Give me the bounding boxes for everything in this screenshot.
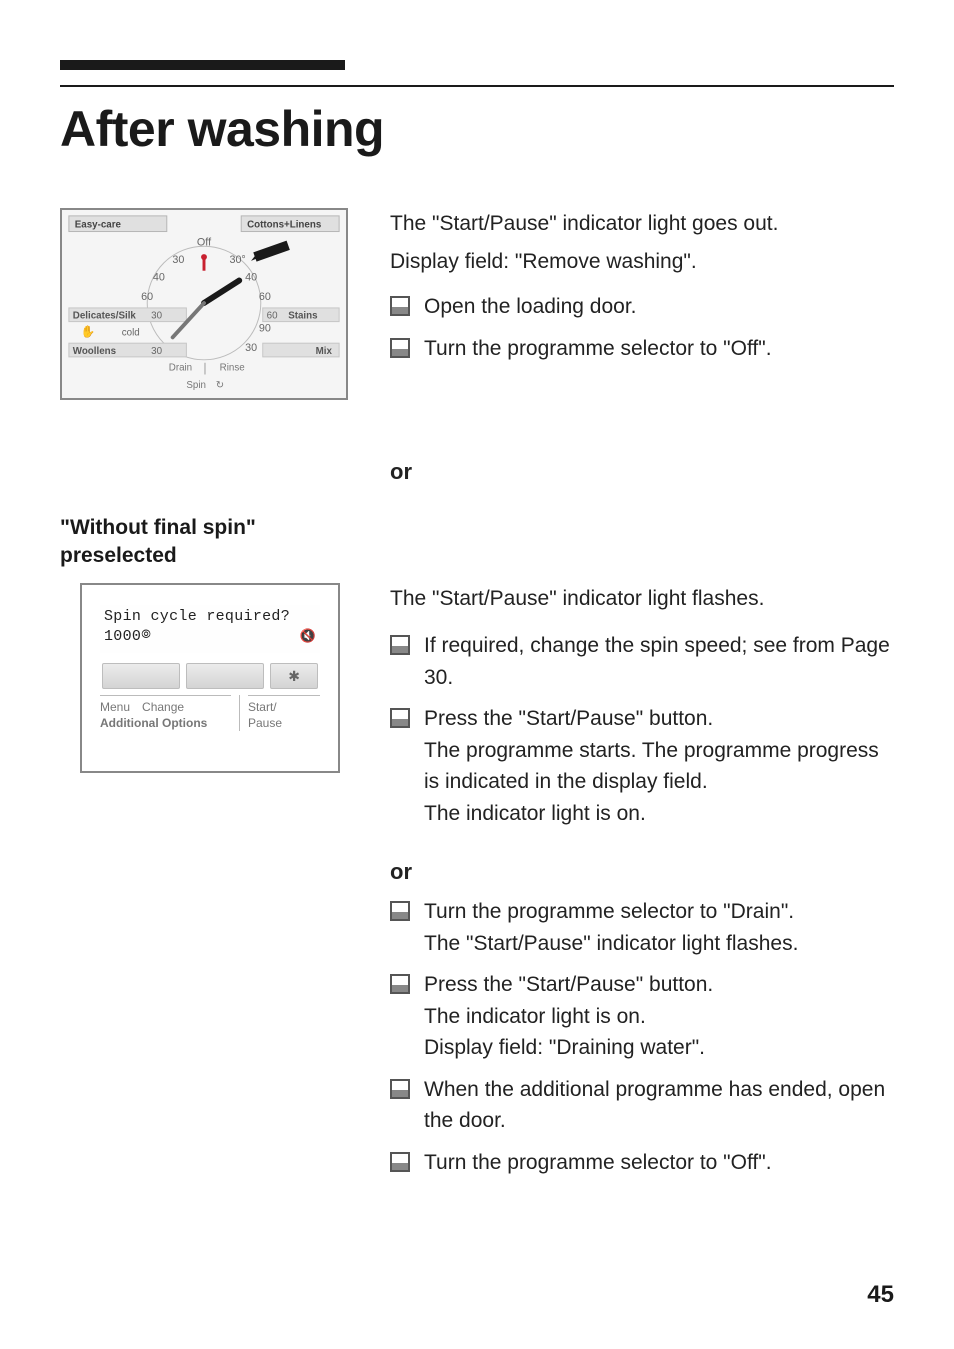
mid-instructions: The "Start/Pause" indicator light flashe… (390, 583, 894, 840)
dial-drain-label: Drain (169, 363, 192, 374)
lcd-button-change (186, 663, 264, 689)
dial-stains-temp: 60 (267, 311, 278, 322)
subheading-without-spin: "Without final spin" preselected (60, 514, 300, 571)
dial-left-40: 40 (153, 272, 165, 284)
bottom-instructions: or Turn the programme selector to "Drain… (390, 849, 894, 1188)
label-menu: Menu (100, 700, 130, 716)
lcd-rpm-icon: ⦾ (141, 628, 151, 642)
para-light-out: The "Start/Pause" indicator light goes o… (390, 208, 894, 240)
or-label-1: or (390, 455, 894, 488)
lcd-button-labels: Menu Change Additional Options Start/ Pa… (100, 695, 320, 731)
dial-right-30: 30 (245, 342, 257, 354)
dial-spin-label: Spin (186, 380, 206, 391)
lcd-line1: Spin cycle required? (104, 607, 316, 627)
lcd-speed: 1000 (104, 628, 141, 645)
lcd-button-start: ✱ (270, 663, 318, 689)
dial-off-label: Off (197, 236, 211, 248)
dial-left-60: 60 (141, 291, 153, 303)
block-top: Easy-care Cottons+Linens Off 30 40 60 30… (60, 208, 894, 405)
dial-left-30: 30 (172, 254, 184, 266)
lcd-figure: Spin cycle required? 1000⦾ 🔇 ✱ (60, 583, 360, 773)
dial-right-30p: 30° (229, 254, 245, 266)
lcd-buttons: ✱ (100, 663, 320, 689)
block-mid: Spin cycle required? 1000⦾ 🔇 ✱ (60, 583, 894, 840)
label-change: Change (142, 700, 184, 716)
dial-right-40: 40 (245, 272, 257, 284)
label-additional-options: Additional Options (100, 716, 231, 732)
dial-figure: Easy-care Cottons+Linens Off 30 40 60 30… (60, 208, 360, 405)
step-selector-off-1: Turn the programme selector to "Off". (390, 333, 894, 365)
dial-right-60: 60 (259, 291, 271, 303)
step-change-spin: If required, change the spin speed; see … (390, 630, 894, 693)
snowflake-icon: ✱ (288, 668, 300, 685)
section-rule (60, 85, 894, 87)
page-title: After washing (60, 100, 894, 158)
lcd-button-menu (102, 663, 180, 689)
step-press-start-2: Press the "Start/Pause" button. The indi… (390, 969, 894, 1064)
page-number: 45 (867, 1281, 894, 1309)
dial-left-header: Easy-care (75, 220, 122, 231)
para-remove-washing: Display field: "Remove washing". (390, 246, 894, 278)
dial-right-90: 90 (259, 322, 271, 334)
dial-cold-label: cold (122, 327, 140, 338)
step-open-door: Open the loading door. (390, 291, 894, 323)
dial-right-header: Cottons+Linens (247, 220, 322, 231)
dial-woollens-temp: 30 (151, 346, 162, 357)
para-light-flashes: The "Start/Pause" indicator light flashe… (390, 583, 894, 615)
dial-rinse-label: Rinse (220, 363, 245, 374)
dial-woollens-label: Woollens (73, 346, 117, 357)
dial-mix-label: Mix (316, 346, 333, 357)
top-instructions: The "Start/Pause" indicator light goes o… (390, 208, 894, 374)
section-accent-bar (60, 60, 345, 70)
label-pause: Pause (248, 716, 320, 732)
step-selector-drain: Turn the programme selector to "Drain". … (390, 896, 894, 959)
step-press-start-1: Press the "Start/Pause" button. The prog… (390, 703, 894, 829)
programme-dial-illustration: Easy-care Cottons+Linens Off 30 40 60 30… (60, 208, 348, 400)
dial-delicates-label: Delicates/Silk (73, 311, 137, 322)
dial-stains-label: Stains (288, 311, 318, 322)
spin-icon: ↻ (216, 380, 224, 391)
step-selector-off-2: Turn the programme selector to "Off". (390, 1147, 894, 1179)
lcd-screen: Spin cycle required? 1000⦾ 🔇 (100, 605, 320, 654)
or-row-1: or (60, 435, 894, 496)
hand-wash-icon: ✋ (81, 324, 96, 338)
step-open-door-2: When the additional programme has ended,… (390, 1074, 894, 1137)
block-bottom: or Turn the programme selector to "Drain… (60, 849, 894, 1188)
lcd-signal-icon: 🔇 (300, 628, 317, 646)
label-start: Start/ (248, 700, 320, 716)
dial-delicates-temp: 30 (151, 311, 162, 322)
or-label-2: or (390, 855, 894, 888)
